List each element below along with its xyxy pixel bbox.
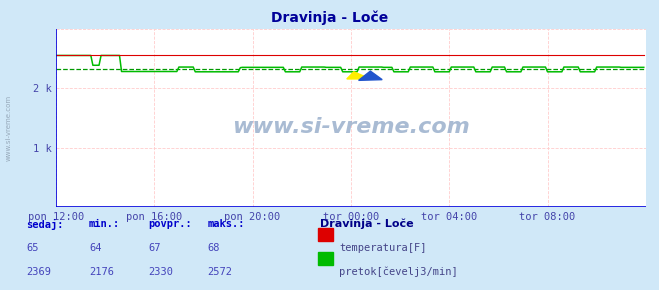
Text: www.si-vreme.com: www.si-vreme.com bbox=[5, 95, 11, 161]
Text: 68: 68 bbox=[208, 243, 220, 253]
Text: maks.:: maks.: bbox=[208, 219, 245, 229]
Text: sedaj:: sedaj: bbox=[26, 219, 64, 230]
Text: povpr.:: povpr.: bbox=[148, 219, 192, 229]
Text: pretok[čevelj3/min]: pretok[čevelj3/min] bbox=[339, 267, 458, 277]
Text: 64: 64 bbox=[89, 243, 101, 253]
Text: www.si-vreme.com: www.si-vreme.com bbox=[232, 117, 470, 137]
Text: temperatura[F]: temperatura[F] bbox=[339, 243, 427, 253]
Text: 65: 65 bbox=[26, 243, 39, 253]
Polygon shape bbox=[358, 71, 382, 80]
Polygon shape bbox=[347, 72, 370, 79]
Text: 67: 67 bbox=[148, 243, 161, 253]
Text: 2330: 2330 bbox=[148, 267, 173, 276]
Text: 2176: 2176 bbox=[89, 267, 114, 276]
Text: Dravinja - Loče: Dravinja - Loče bbox=[320, 219, 413, 229]
Text: min.:: min.: bbox=[89, 219, 120, 229]
Text: 2369: 2369 bbox=[26, 267, 51, 276]
Text: Dravinja - Loče: Dravinja - Loče bbox=[271, 10, 388, 25]
Text: 2572: 2572 bbox=[208, 267, 233, 276]
